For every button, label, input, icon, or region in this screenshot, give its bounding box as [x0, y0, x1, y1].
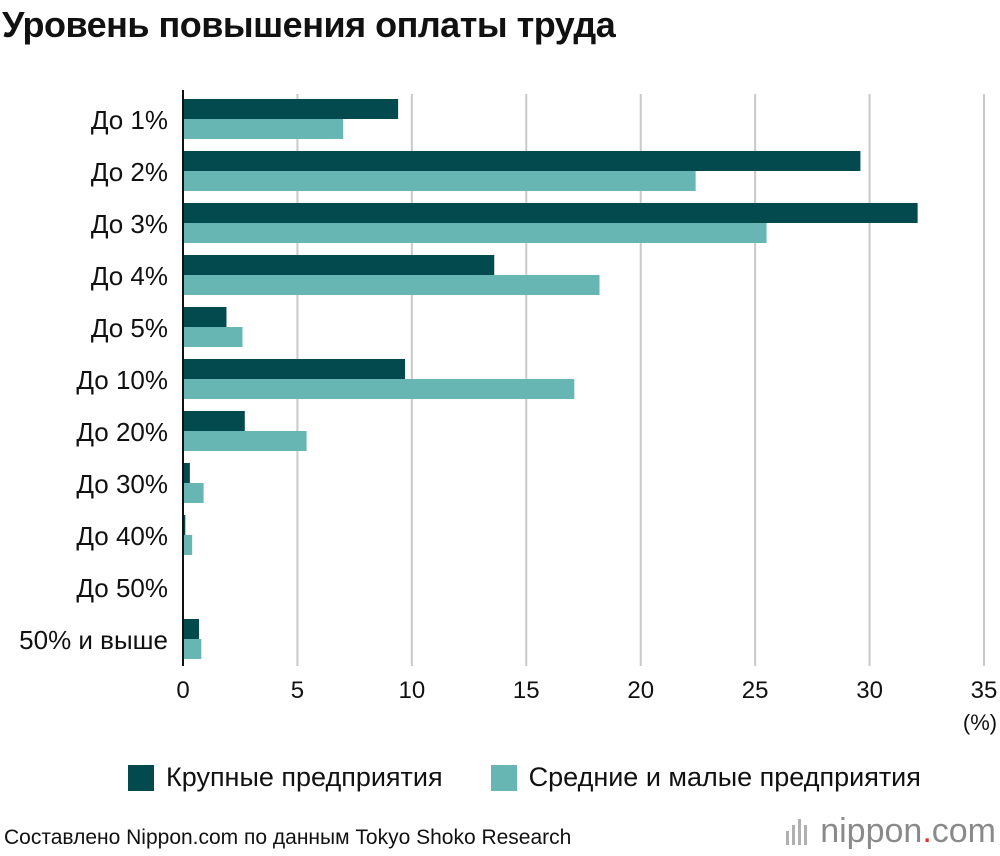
- chart-title: Уровень повышения оплаты труда: [2, 4, 616, 45]
- logo-bars-icon: [786, 818, 810, 845]
- bar-large-7: [183, 463, 190, 483]
- bar-large-1: [183, 151, 861, 171]
- legend-item-small: Средние и малые предприятия: [490, 762, 921, 793]
- x-tick-label-15: 15: [513, 677, 540, 704]
- bar-small-5: [183, 379, 575, 399]
- bar-large-0: [183, 99, 399, 119]
- y-category-label-0: До 1%: [91, 105, 168, 135]
- x-unit-label: (%): [963, 710, 997, 735]
- legend-swatch-large: [128, 764, 154, 791]
- logo-dot: .: [922, 812, 932, 850]
- x-tick-label-0: 0: [176, 677, 189, 704]
- x-tick-label-5: 5: [291, 677, 304, 704]
- x-tick-label-25: 25: [742, 677, 769, 704]
- bar-large-6: [183, 411, 245, 431]
- bar-small-10: [183, 639, 202, 659]
- bar-large-2: [183, 203, 918, 223]
- bar-small-2: [183, 223, 767, 243]
- y-category-label-8: До 40%: [76, 521, 168, 551]
- legend-swatch-small: [490, 764, 517, 791]
- legend-label-large: Крупные предприятия: [166, 762, 443, 792]
- logo-name: nippon: [820, 812, 923, 850]
- y-category-label-5: До 10%: [76, 365, 168, 395]
- legend-label-small: Средние и малые предприятия: [528, 762, 921, 792]
- bar-small-8: [183, 535, 193, 555]
- y-category-label-6: До 20%: [76, 417, 168, 447]
- y-category-label-4: До 5%: [91, 313, 168, 343]
- bar-large-10: [183, 619, 200, 639]
- x-tick-label-35: 35: [971, 677, 998, 704]
- chart-legend: Крупные предприятия Средние и малые пред…: [128, 762, 969, 793]
- x-tick-label-30: 30: [856, 677, 883, 704]
- logo-suffix: com: [931, 812, 996, 850]
- bar-small-6: [183, 431, 307, 451]
- x-tick-label-20: 20: [627, 677, 654, 704]
- y-category-label-3: До 4%: [91, 261, 168, 291]
- y-category-label-10: 50% и выше: [19, 625, 168, 655]
- bar-small-0: [183, 119, 344, 139]
- bar-small-1: [183, 171, 696, 191]
- bar-large-8: [183, 515, 186, 535]
- nippon-logo: nippon. com: [786, 812, 996, 851]
- bar-large-5: [183, 359, 405, 379]
- bar-small-4: [183, 327, 243, 347]
- y-category-label-2: До 3%: [91, 209, 168, 239]
- source-note: Составлено Nippon.com по данным Tokyo Sh…: [4, 826, 572, 849]
- legend-item-large: Крупные предприятия: [128, 762, 443, 793]
- bar-large-3: [183, 255, 495, 275]
- bar-small-7: [183, 483, 204, 503]
- y-category-label-9: До 50%: [76, 573, 168, 603]
- bar-small-3: [183, 275, 600, 295]
- bar-large-4: [183, 307, 227, 327]
- bar-chart: 0 5 10 15 20 25 30 35 (%) До 1% До 2% До 3% До 4% До …: [19, 90, 998, 735]
- y-category-label-1: До 2%: [91, 157, 168, 187]
- x-tick-label-10: 10: [399, 677, 426, 704]
- y-category-label-7: До 30%: [76, 469, 168, 499]
